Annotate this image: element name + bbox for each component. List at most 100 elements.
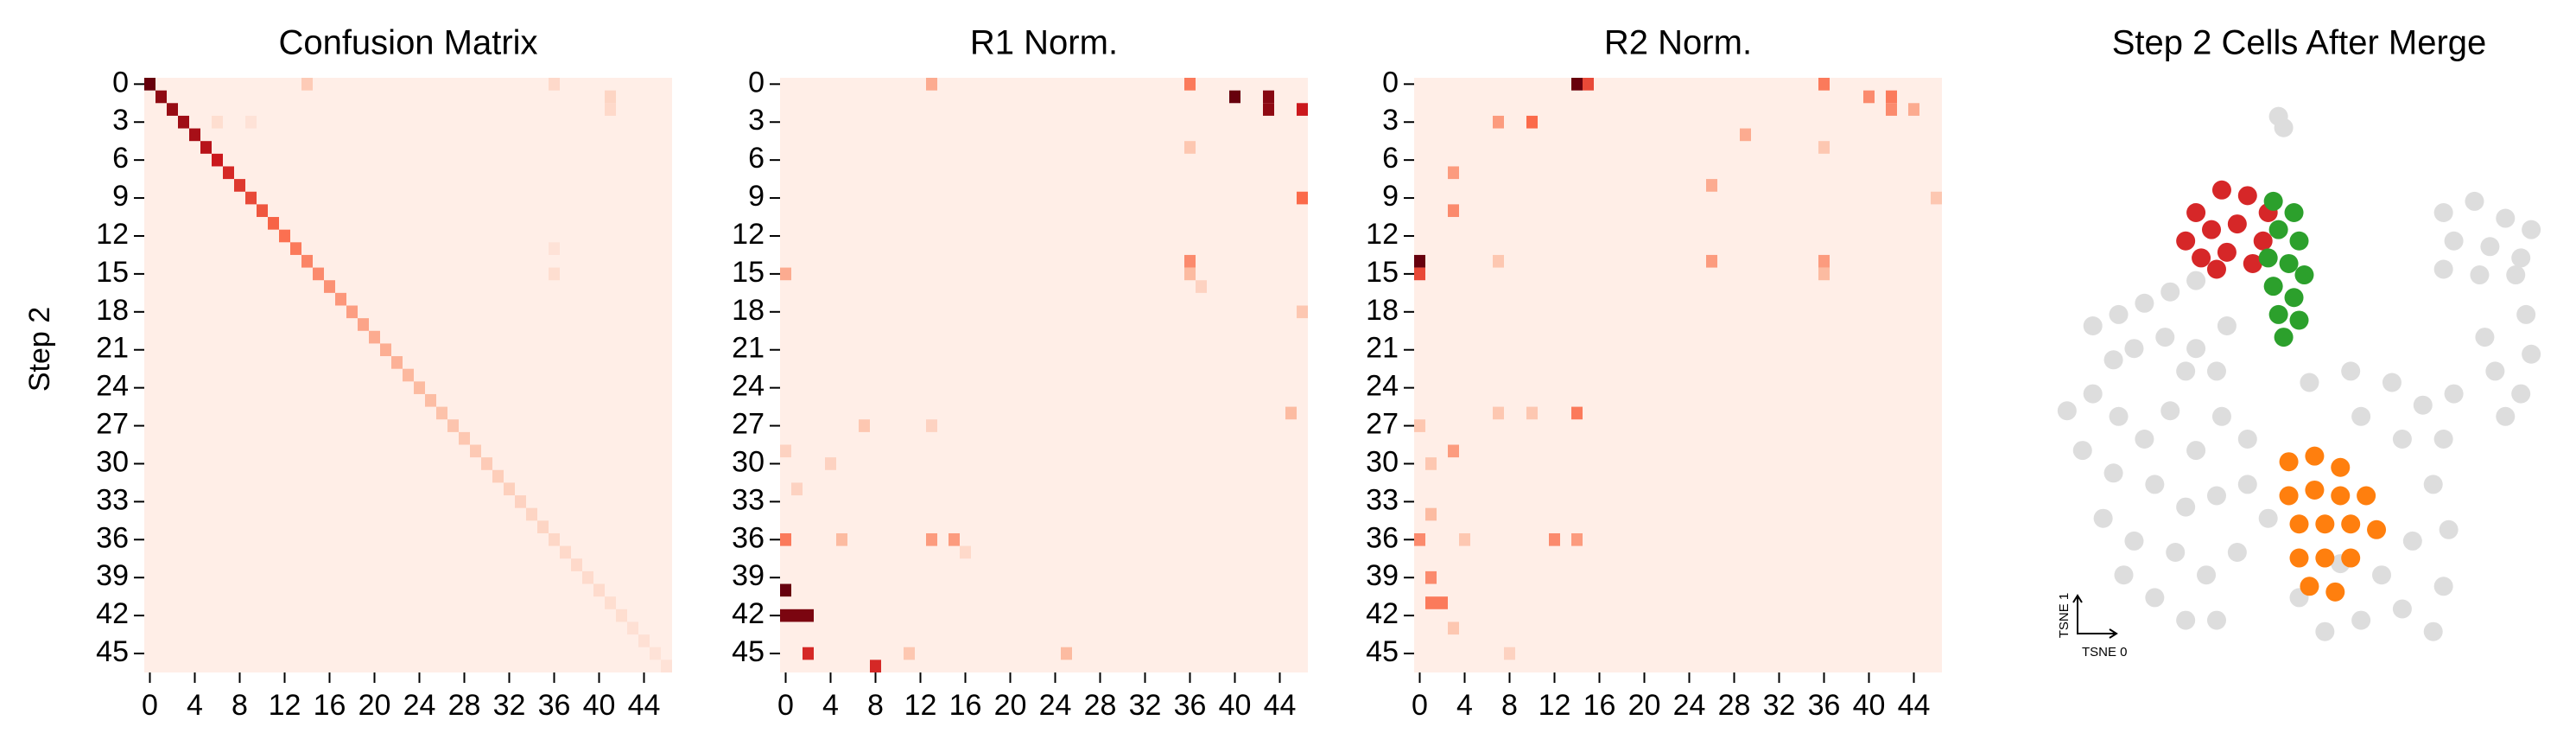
scatter-point <box>2439 519 2459 539</box>
heatmap-cell <box>780 267 791 281</box>
scatter-point <box>2305 480 2325 500</box>
scatter-point <box>2258 508 2278 528</box>
heatmap-cell <box>605 596 616 609</box>
scatter-point <box>2114 565 2134 585</box>
x-tick-label: 12 <box>1539 689 1571 722</box>
heatmap-cell <box>1448 444 1459 458</box>
heatmap-cell <box>1229 90 1240 104</box>
scatter-point <box>2227 543 2247 562</box>
scatter-point <box>2155 328 2175 347</box>
scatter-point <box>2186 339 2206 359</box>
scatter-point <box>2160 282 2180 302</box>
x-tick-label: 0 <box>142 689 158 722</box>
y-tick-label: 6 <box>112 142 129 175</box>
chart-title: Confusion Matrix <box>278 24 537 62</box>
heatmap-cell <box>1184 141 1196 154</box>
scatter-point <box>2237 475 2257 494</box>
x-tick-label: 44 <box>1898 689 1931 722</box>
heatmap-cell <box>661 660 672 672</box>
x-tick-label: 4 <box>822 689 839 722</box>
heatmap-cell <box>1549 532 1560 546</box>
scatter-point <box>2263 191 2283 211</box>
heatmap-cell <box>1448 621 1459 635</box>
y-tick-label: 39 <box>732 559 765 592</box>
y-tick-label: 6 <box>1382 142 1399 175</box>
scatter-point <box>2341 514 2361 534</box>
heatmap-cell <box>414 381 425 394</box>
heatmap-cell <box>1818 141 1830 154</box>
scatter-point <box>2176 231 2196 251</box>
y-tick-label: 27 <box>1366 408 1399 441</box>
scatter-point <box>2197 565 2217 585</box>
scatter-point <box>2145 588 2165 608</box>
heatmap-cell <box>904 647 915 660</box>
x-tick-label: 40 <box>1219 689 1252 722</box>
scatter-point <box>2237 430 2257 449</box>
heatmap-cell <box>803 647 814 660</box>
heatmap-cell <box>1526 406 1538 420</box>
y-tick-label: 36 <box>96 521 129 554</box>
scatter-point <box>2145 475 2165 494</box>
heatmap-cell <box>504 482 515 496</box>
scatter-point <box>2480 237 2500 257</box>
y-tick-label: 15 <box>1366 256 1399 289</box>
y-tick-label: 15 <box>732 256 765 289</box>
scatter-point <box>2351 610 2371 630</box>
x-tick-label: 40 <box>1853 689 1886 722</box>
heatmap-cell <box>780 583 791 597</box>
scatter-point <box>2516 304 2536 324</box>
y-tick-label: 30 <box>1366 445 1399 478</box>
scatter-point <box>2217 242 2237 262</box>
x-tick-label: 0 <box>777 689 794 722</box>
x-tick-label: 8 <box>232 689 248 722</box>
scatter-point <box>2109 406 2129 426</box>
scatter-point <box>2217 316 2237 335</box>
heatmap-cell <box>425 393 436 407</box>
heatmap-cell <box>189 128 200 142</box>
scatter-point <box>2206 259 2226 279</box>
scatter-point <box>2289 514 2309 534</box>
scatter-point <box>2083 316 2103 335</box>
scatter-point <box>2124 339 2144 359</box>
scatter-point <box>2109 304 2129 324</box>
heatmap-cell <box>200 141 212 154</box>
heatmap-cell <box>1425 570 1437 584</box>
heatmap-cell <box>605 90 616 104</box>
heatmap-cell <box>459 431 470 445</box>
y-tick-label: 42 <box>732 597 765 630</box>
y-tick-label: 39 <box>96 559 129 592</box>
y-tick-label: 18 <box>732 294 765 327</box>
heatmap-cell <box>650 647 661 660</box>
scatter-point <box>2166 543 2186 562</box>
scatter-point <box>2372 565 2392 585</box>
heatmap-cell <box>1184 267 1196 281</box>
heatmap-cell <box>638 634 650 647</box>
chart-title: R1 Norm. <box>970 24 1118 62</box>
scatter-point <box>2294 265 2314 285</box>
scatter-point <box>2289 548 2309 568</box>
heatmap-cell <box>1414 532 1425 546</box>
heatmap-cell <box>605 103 616 116</box>
y-tick-label: 21 <box>1366 332 1399 365</box>
x-tick-label: 44 <box>628 689 661 722</box>
heatmap-cell <box>1863 90 1875 104</box>
heatmap-cell <box>1437 596 1448 609</box>
heatmap-cell <box>245 115 257 129</box>
y-tick-label: 33 <box>1366 483 1399 516</box>
heatmap-cell <box>870 660 881 672</box>
x-tick-label: 8 <box>1501 689 1518 722</box>
heatmap-cell <box>515 495 526 508</box>
scatter-point <box>2423 621 2443 641</box>
y-tick-label: 3 <box>1382 104 1399 137</box>
scatter-point <box>2433 259 2453 279</box>
heatmap-cell <box>1818 78 1830 91</box>
heatmap-cell <box>1526 115 1538 129</box>
heatmap-cell <box>1818 267 1830 281</box>
y-tick-label: 21 <box>96 332 129 365</box>
heatmap-cell <box>616 609 627 622</box>
heatmap-cell <box>926 78 937 91</box>
scatter-point <box>2268 220 2288 239</box>
heatmap-cell <box>178 115 189 129</box>
y-tick-label: 6 <box>748 142 765 175</box>
